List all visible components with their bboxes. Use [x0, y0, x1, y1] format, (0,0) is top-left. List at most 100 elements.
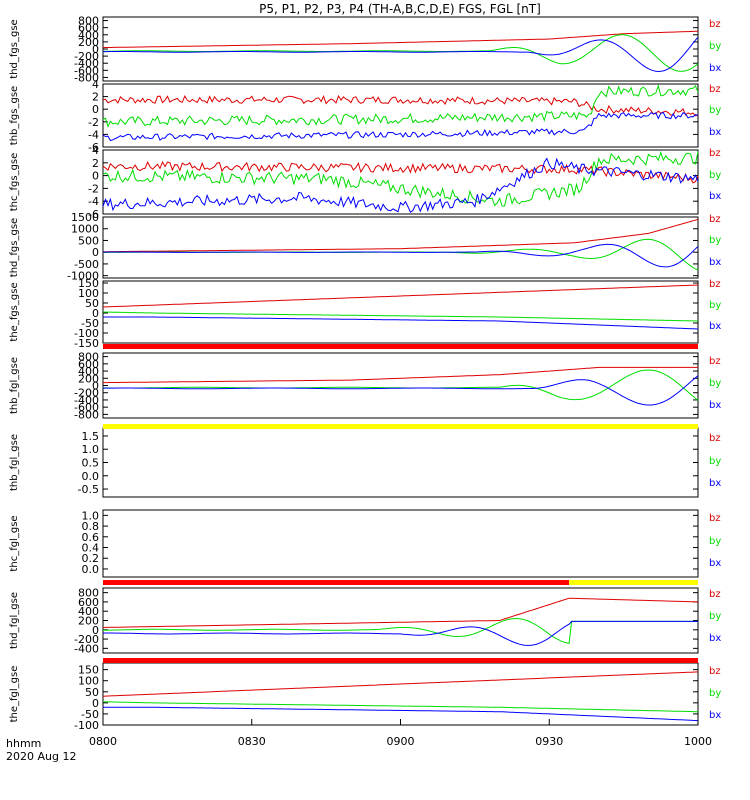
- panel-frame: [102, 352, 699, 419]
- legend-bx: bx: [709, 710, 721, 721]
- legend-bz: bz: [709, 513, 721, 524]
- y-tick-label: 150: [78, 664, 99, 677]
- series-by: [102, 311, 699, 322]
- y-axis-label: thb_fgl_gse: [9, 434, 20, 491]
- legend-by: by: [709, 688, 721, 699]
- series-by: [102, 150, 699, 207]
- panel-thc_fgl_gse: 1.00.80.60.40.20.0 thc_fgl_gse bz by bx: [9, 509, 721, 578]
- x-tick-label: 0930: [535, 735, 563, 748]
- series-bx: [102, 111, 699, 142]
- legend-bx: bx: [709, 257, 721, 268]
- legend-bx: bx: [709, 191, 721, 202]
- y-tick-label: 800: [78, 587, 99, 600]
- y-tick-label: -2: [88, 182, 99, 195]
- series-bz: [102, 671, 699, 697]
- y-axis-label: thb_fgs_gse: [9, 86, 20, 145]
- y-tick-label: -100: [74, 327, 99, 340]
- legend-bz: bz: [709, 19, 721, 30]
- panel-frame: [102, 280, 699, 344]
- legend-bx: bx: [709, 127, 721, 138]
- panel-frame: [102, 427, 699, 498]
- y-axis-label: thb_fgl_gse: [9, 357, 20, 414]
- y-tick-label: 1.0: [82, 509, 100, 522]
- y-tick-label: 800: [78, 15, 99, 28]
- legend-bx: bx: [709, 400, 721, 411]
- legend-by: by: [709, 456, 721, 467]
- panels: 8006004002000-200-400-600-800thd_fgs_gse…: [9, 15, 721, 732]
- y-tick-label: 600: [78, 358, 99, 371]
- series-bz: [102, 597, 698, 628]
- y-tick-label: -100: [74, 719, 99, 732]
- series-bx: [103, 243, 699, 268]
- series-bx: [102, 620, 698, 646]
- legend-bz: bz: [709, 433, 721, 444]
- y-tick-label: -2: [88, 116, 99, 129]
- y-tick-label: -500: [74, 258, 99, 271]
- series-bz: [102, 284, 699, 308]
- y-tick-label: -800: [74, 408, 99, 421]
- panel-frame: [102, 216, 699, 279]
- series-by: [102, 84, 699, 128]
- y-tick-label: 0.8: [82, 520, 100, 533]
- panel-frame: [102, 83, 699, 148]
- y-tick-label: 0: [92, 624, 99, 637]
- y-tick-label: 100: [78, 287, 99, 300]
- legend-by: by: [709, 300, 721, 311]
- series-by: [103, 701, 698, 713]
- y-tick-label: 1500: [71, 211, 99, 224]
- y-tick-label: 1.5: [82, 430, 100, 443]
- y-tick-label: -400: [74, 57, 99, 70]
- legend-by: by: [709, 235, 721, 246]
- y-tick-label: -800: [74, 71, 99, 84]
- y-tick-label: -600: [74, 64, 99, 77]
- y-tick-label: 0.2: [82, 552, 100, 565]
- y-tick-label: 400: [78, 605, 99, 618]
- series-bz: [102, 160, 699, 184]
- series-bx: [103, 36, 699, 73]
- y-tick-label: -1000: [67, 270, 99, 283]
- x-tick-label: 1000: [684, 735, 712, 748]
- y-axis-label: thd_fgs_gse: [9, 218, 20, 277]
- y-tick-label: 200: [78, 36, 99, 49]
- legend-by: by: [709, 105, 721, 116]
- date-caption: 2020 Aug 12: [6, 750, 76, 763]
- flag-bar-red: [103, 658, 698, 663]
- legend-bx: bx: [709, 558, 721, 569]
- y-tick-label: 0.6: [82, 531, 100, 544]
- legend-by: by: [709, 170, 721, 181]
- panel-frame: [102, 149, 699, 215]
- y-tick-label: 0: [92, 170, 99, 183]
- y-tick-label: -200: [74, 387, 99, 400]
- y-tick-label: 0.0: [82, 470, 100, 483]
- y-tick-label: 0.5: [82, 457, 100, 470]
- y-tick-label: 600: [78, 22, 99, 35]
- y-tick-label: 0: [92, 103, 99, 116]
- y-tick-label: -0.5: [78, 483, 99, 496]
- y-tick-label: 400: [78, 29, 99, 42]
- series-bz: [102, 30, 699, 49]
- y-axis-label: the_fgs_gse: [9, 282, 20, 341]
- y-tick-label: -4: [88, 128, 99, 141]
- flag-bars: [103, 344, 698, 663]
- y-tick-label: 0: [92, 307, 99, 320]
- legend-bz: bz: [709, 666, 721, 677]
- legend-by: by: [709, 536, 721, 547]
- y-tick-label: -6: [88, 208, 99, 221]
- y-tick-label: -4: [88, 195, 99, 208]
- y-tick-label: 800: [78, 351, 99, 364]
- y-tick-label: 150: [78, 277, 99, 290]
- y-tick-label: 4: [92, 78, 99, 91]
- y-tick-label: 50: [85, 297, 99, 310]
- y-tick-label: -6: [88, 141, 99, 154]
- y-tick-label: 0.4: [82, 542, 100, 555]
- series-bx: [102, 375, 699, 406]
- y-axis-label: thc_fgs_gse: [9, 153, 20, 212]
- flag-bar-red: [103, 580, 570, 585]
